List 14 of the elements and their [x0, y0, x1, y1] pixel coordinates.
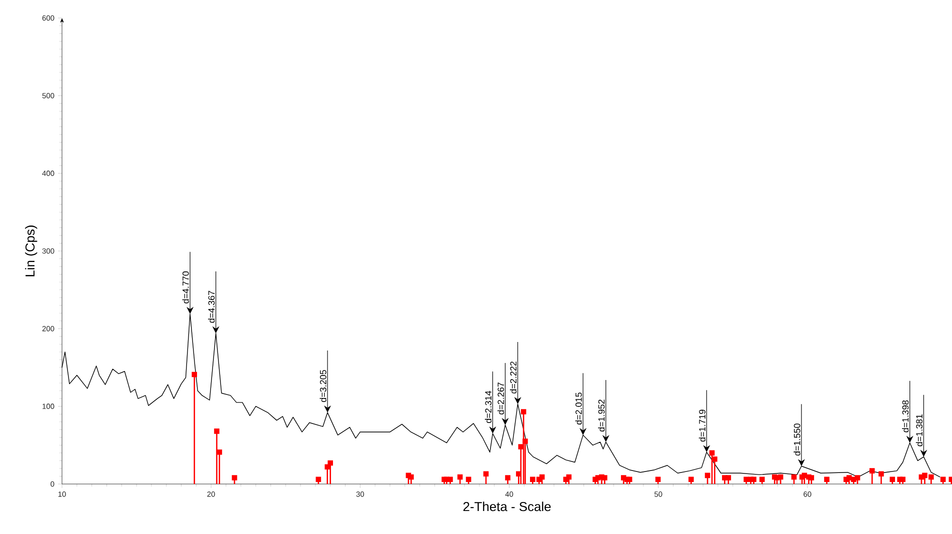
annotation: d=1.719: [698, 410, 706, 442]
annotation: d=2.015: [575, 392, 582, 424]
annotation: d=1.550: [794, 424, 800, 456]
x-axis-title: 2-Theta - Scale: [463, 502, 551, 512]
annotation: d=3.205: [320, 370, 326, 402]
annotation: d=1.381: [916, 414, 922, 446]
y-axis-title: Lin (Cps): [25, 226, 38, 276]
annotation: d=2.314: [484, 390, 492, 423]
annotation: d=1.952: [598, 400, 605, 432]
annotation: d=4.770: [182, 271, 189, 304]
annotation: d=1.398: [902, 400, 909, 432]
annotation: d=2.222: [510, 362, 517, 394]
annotation: d=4.367: [208, 290, 215, 323]
annotation: d=2.267: [497, 382, 504, 414]
